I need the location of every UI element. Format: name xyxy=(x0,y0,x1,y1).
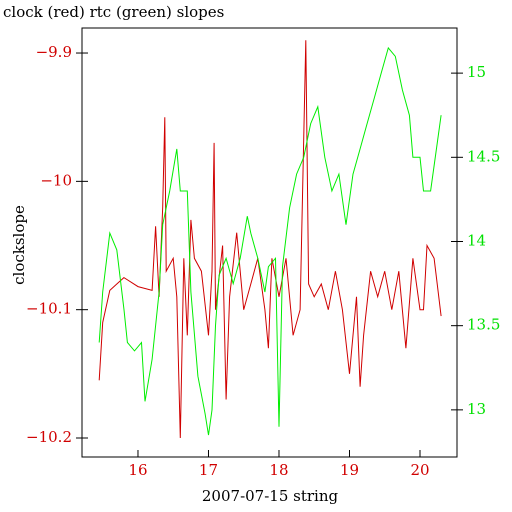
y-tick-label: −10.1 xyxy=(26,300,72,318)
y2-tick-label: 14 xyxy=(467,231,486,249)
series-line xyxy=(98,40,442,439)
x-tick-label: 17 xyxy=(199,461,218,479)
x-tick-label: 16 xyxy=(128,461,147,479)
y-tick-label: −9.9 xyxy=(36,43,72,61)
series-line xyxy=(98,46,442,436)
y2-tick-label: 15 xyxy=(467,63,486,81)
x-axis-label: 2007-07-15 string xyxy=(202,487,339,505)
y2-tick-label: 13.5 xyxy=(467,316,500,334)
y-tick-label: −10.2 xyxy=(26,428,72,446)
x-tick-label: 19 xyxy=(340,461,359,479)
y2-tick-label: 13 xyxy=(467,400,486,418)
chart-title: clock (red) rtc (green) slopes xyxy=(3,3,224,21)
x-tick-label: 18 xyxy=(269,461,288,479)
plot-frame xyxy=(81,27,458,458)
y-tick-label: −10 xyxy=(40,171,72,189)
x-tick-label: 20 xyxy=(410,461,429,479)
y2-tick-label: 14.5 xyxy=(467,147,500,165)
y-axis-label: clockslope xyxy=(10,205,28,285)
